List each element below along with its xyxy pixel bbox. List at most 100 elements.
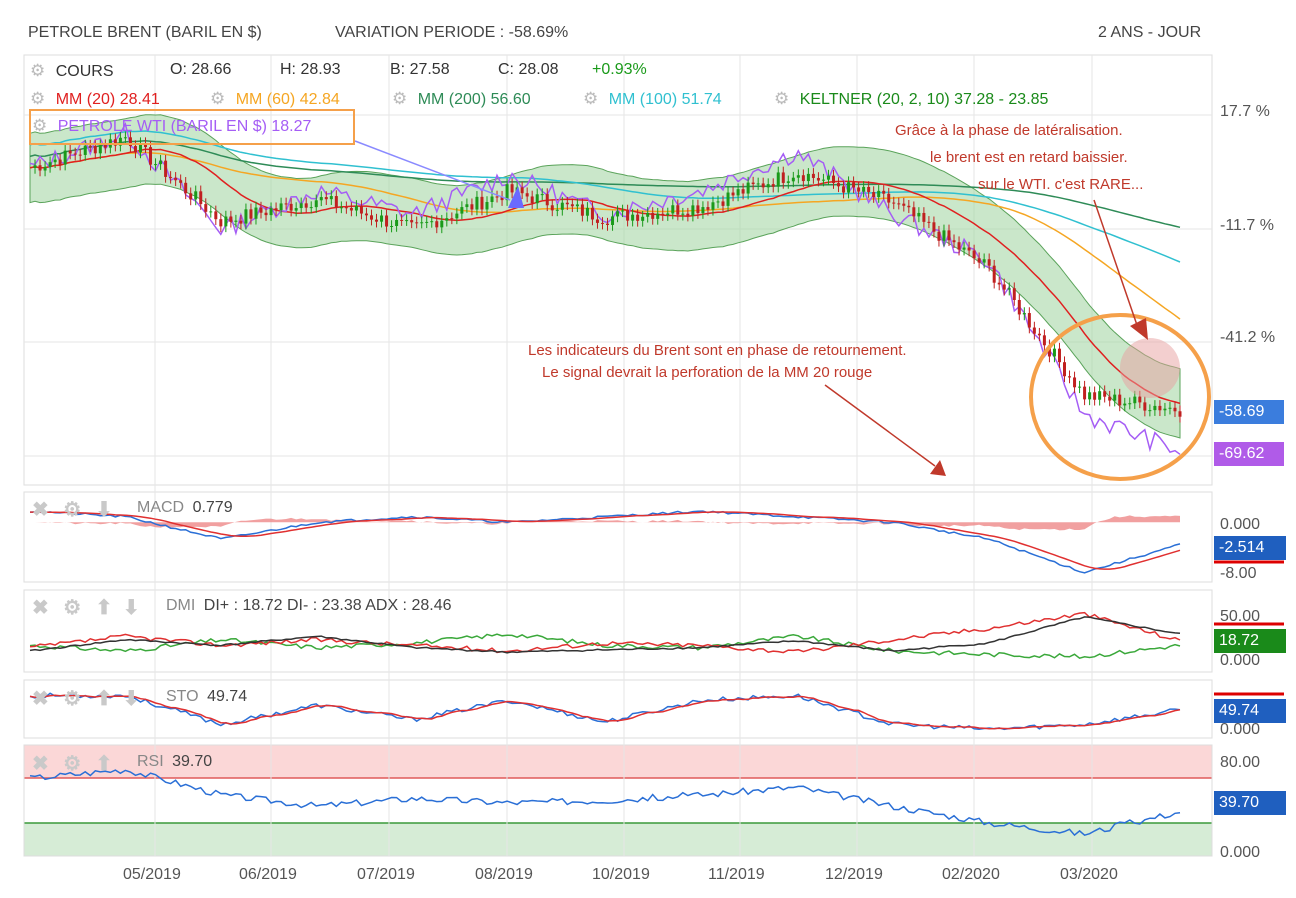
candle-body (209, 211, 213, 213)
candle-body (671, 205, 675, 214)
candle-body (821, 179, 825, 181)
di-plus-line (29, 633, 1181, 660)
candle-body (324, 197, 328, 200)
candle-body (284, 203, 288, 205)
dmi-tick-1: 0.000 (1220, 652, 1261, 669)
rsi-tick-0: 80.00 (1220, 754, 1261, 771)
gear-icon[interactable]: ⚙ (30, 61, 46, 80)
candle-body (1057, 348, 1061, 363)
candle-body (1143, 402, 1147, 411)
candle-body (385, 215, 389, 227)
arrow-up-icon[interactable]: ⬆ (95, 753, 113, 775)
macd-value-tag: -2.514 (1214, 536, 1286, 560)
annotation-wti-line-3: sur le WTI. c'est RARE... (978, 176, 1144, 193)
arrow-down-icon[interactable]: ⬇ (122, 688, 140, 710)
y-tick-2: -11.7 % (1220, 217, 1274, 234)
x-tick-label: 02/2020 (942, 866, 1000, 883)
candle-body (495, 196, 499, 198)
candle-body (681, 213, 685, 215)
candle-body (410, 220, 414, 223)
candle-body (606, 223, 610, 225)
candle-body (274, 208, 278, 211)
candle-body (460, 207, 464, 214)
mm60-label: MM (60) (235, 91, 296, 108)
gear-icon[interactable]: ⚙ (774, 89, 790, 108)
candle-body (907, 205, 911, 208)
dmi-value: DI+ : 18.72 DI- : 23.38 ADX : 28.46 (203, 597, 452, 614)
x-tick-label: 07/2019 (357, 866, 415, 883)
variation-periode: VARIATION PERIODE : -58.69% (335, 24, 569, 41)
cours-high: H: 28.93 (280, 61, 341, 78)
macd-tick-0: 0.000 (1220, 516, 1261, 533)
candle-body (806, 173, 810, 182)
gear-icon[interactable]: ⚙ (63, 597, 82, 619)
x-tick-label: 08/2019 (475, 866, 533, 883)
candle-body (359, 205, 363, 214)
candle-body (1032, 327, 1036, 334)
mm20-label: MM (20) (55, 91, 116, 108)
candle-body (43, 166, 47, 171)
candle-body (646, 212, 650, 217)
mm200-line (29, 140, 1181, 229)
gear-icon[interactable]: ⚙ (63, 499, 82, 521)
candle-body (952, 240, 956, 243)
wti-pointer-line (354, 140, 511, 201)
candle-body (811, 173, 815, 178)
macd-label: MACD (137, 499, 185, 516)
mm60-value: 42.84 (299, 91, 340, 108)
rsi-controls: ✖ ⚙ ⬆ (32, 751, 112, 776)
candle-body (510, 184, 514, 193)
candle-body (1037, 333, 1041, 336)
candle-body (1088, 392, 1092, 400)
candle-body (736, 189, 740, 196)
legend-mm200: ⚙ MM (200) 56.60 (392, 89, 531, 109)
close-icon[interactable]: ✖ (32, 499, 49, 521)
candle-body (314, 200, 318, 208)
gear-icon[interactable]: ⚙ (210, 89, 226, 108)
gear-icon[interactable]: ⚙ (32, 116, 48, 135)
gear-icon[interactable]: ⚙ (583, 89, 599, 108)
close-icon[interactable]: ✖ (32, 688, 49, 710)
candle-body (595, 219, 599, 223)
y-tick-1: 17.7 % (1220, 103, 1270, 120)
gear-icon[interactable]: ⚙ (30, 89, 46, 108)
candle-body (580, 204, 584, 216)
gear-icon[interactable]: ⚙ (63, 688, 82, 710)
rsi-overbought-zone (24, 745, 1212, 778)
candle-body (786, 181, 790, 183)
keltner-label: KELTNER (20, 2, 10) (799, 91, 950, 108)
legend-mm20: ⚙ MM (20) 28.41 (30, 89, 160, 109)
candle-body (344, 207, 348, 209)
candle-body (58, 159, 62, 165)
candle-body (535, 194, 539, 204)
candle-body (897, 203, 901, 205)
main-panel-frame (23, 54, 1213, 486)
gear-icon[interactable]: ⚙ (63, 753, 82, 775)
candle-body (83, 145, 87, 155)
mm20-line (29, 148, 1181, 405)
candle-body (575, 204, 579, 207)
candle-body (430, 221, 434, 223)
close-icon[interactable]: ✖ (32, 753, 49, 775)
arrow-up-icon[interactable]: ⬆ (95, 688, 113, 710)
sto-title: STO 49.74 (166, 688, 247, 706)
candle-body (53, 159, 57, 163)
arrow-up-icon[interactable]: ⬆ (95, 597, 113, 619)
sto-tick-0: 0.000 (1220, 721, 1261, 738)
arrow-down-icon[interactable]: ⬇ (95, 499, 113, 521)
annotation-brent-line-1: Les indicateurs du Brent sont en phase d… (528, 342, 907, 359)
period-selector[interactable]: 2 ANS - JOUR (1098, 24, 1202, 41)
candle-body (530, 196, 534, 204)
candle-body (450, 218, 454, 220)
gear-icon[interactable]: ⚙ (392, 89, 408, 108)
candle-body (133, 146, 137, 153)
candle-body (128, 137, 132, 147)
keltner-value: 37.28 - 23.85 (954, 91, 1049, 108)
rsi-value: 39.70 (172, 753, 213, 770)
candle-body (967, 247, 971, 251)
candle-body (159, 160, 163, 165)
candle-body (902, 203, 906, 206)
close-icon[interactable]: ✖ (32, 597, 49, 619)
x-tick-label: 12/2019 (825, 866, 883, 883)
arrow-down-icon[interactable]: ⬇ (122, 597, 140, 619)
